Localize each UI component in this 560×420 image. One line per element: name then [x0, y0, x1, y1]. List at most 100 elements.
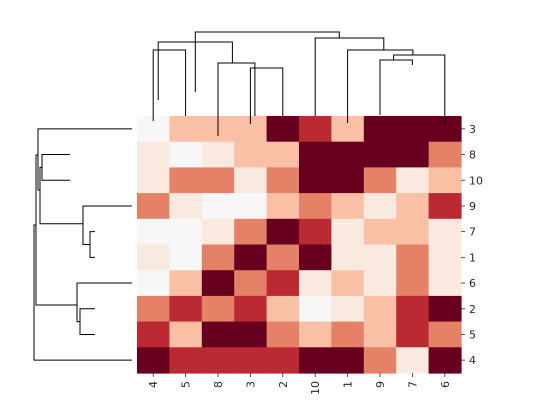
heatmap-cell — [234, 270, 268, 297]
heatmap-cell — [299, 347, 332, 374]
heatmap-cell — [266, 167, 300, 194]
heatmap-cell — [137, 321, 170, 348]
heatmap-cell — [137, 141, 170, 168]
heatmap-cell — [363, 270, 397, 297]
row-tick-label: 1 — [469, 251, 476, 264]
heatmap-cell — [299, 167, 332, 194]
heatmap-cell — [266, 270, 300, 297]
column-tick-label: 2 — [277, 381, 290, 388]
row-dendrogram-link — [82, 205, 132, 245]
heatmap-cell — [299, 295, 332, 323]
heatmap-cell — [169, 193, 203, 220]
heatmap-cell — [201, 270, 235, 297]
heatmap-cell — [234, 141, 268, 168]
column-dendrogram-link — [347, 49, 414, 123]
heatmap-cell — [266, 347, 300, 374]
column-dendrogram-link — [217, 62, 256, 136]
heatmap-cell — [299, 193, 332, 220]
heatmap-cell — [234, 167, 268, 194]
heatmap-cell — [428, 270, 462, 297]
heatmap-cell — [234, 193, 268, 220]
heatmap-cell — [396, 141, 430, 168]
heatmap-cell — [428, 193, 462, 220]
column-tick-label: 7 — [406, 381, 419, 388]
heatmap-cell — [169, 347, 203, 374]
heatmap-cell — [137, 218, 170, 246]
heatmap-cell — [201, 295, 235, 323]
heatmap-cell — [201, 193, 235, 220]
heatmap-cell — [169, 244, 203, 271]
heatmap-cell — [331, 141, 365, 168]
heatmap-cell — [363, 218, 397, 246]
heatmap-cell — [396, 321, 430, 348]
heatmap-cell — [201, 244, 235, 271]
heatmap-cell — [234, 295, 268, 323]
heatmap-cell — [234, 321, 268, 348]
row-tick-label: 10 — [469, 174, 483, 187]
heatmap-cell — [363, 167, 397, 194]
heatmap-cell — [201, 347, 235, 374]
heatmap-cell — [428, 321, 462, 348]
heatmap-cell — [428, 141, 462, 168]
row-tick-label: 5 — [469, 328, 476, 341]
heatmap-cell — [299, 141, 332, 168]
heatmap-cell — [169, 141, 203, 168]
heatmap-cell — [428, 244, 462, 271]
column-tick-label: 4 — [147, 381, 160, 388]
row-tick-label: 6 — [469, 277, 476, 290]
column-tick-label: 9 — [374, 381, 387, 388]
heatmap-cell — [428, 218, 462, 246]
heatmap-cell — [169, 218, 203, 246]
heatmap-cell — [201, 167, 235, 194]
heatmap-cell — [396, 116, 430, 143]
row-dendrogram-link — [41, 154, 70, 181]
heatmap-cell — [331, 193, 365, 220]
row-dendrogram-link — [37, 128, 132, 191]
heatmap-cell — [331, 295, 365, 323]
heatmap-cell — [299, 218, 332, 246]
heatmap-cell — [299, 244, 332, 271]
heatmap-cell — [169, 116, 203, 143]
heatmap-cell — [428, 347, 462, 374]
column-dendrogram-link — [314, 37, 385, 116]
heatmap-cell — [363, 244, 397, 271]
row-dendrogram-link — [79, 308, 95, 335]
column-tick-label: 3 — [244, 381, 257, 388]
heatmap-cell — [363, 295, 397, 323]
column-tick-label: 5 — [180, 381, 193, 388]
row-tick-label: 2 — [469, 303, 476, 316]
column-dendrogram-link — [379, 59, 413, 115]
heatmap-cell — [266, 218, 300, 246]
heatmap-cell — [396, 270, 430, 297]
heatmap-cell — [266, 295, 300, 323]
column-tick-label: 1 — [342, 381, 355, 388]
heatmap-cell — [396, 295, 430, 323]
heatmap-cell — [396, 347, 430, 374]
row-tick-label: 4 — [469, 354, 476, 367]
heatmap-cell — [169, 270, 203, 297]
heatmap-cell — [331, 244, 365, 271]
column-dendrogram-link — [194, 31, 340, 92]
row-dendrogram — [33, 128, 132, 361]
row-dendrogram-link — [39, 166, 83, 225]
heatmap-cell — [396, 167, 430, 194]
heatmap-cell — [234, 218, 268, 246]
heatmap-cells — [137, 116, 462, 374]
heatmap-cell — [169, 295, 203, 323]
column-dendrogram-link — [249, 67, 284, 124]
column-dendrogram-link — [393, 54, 446, 124]
heatmap-cell — [331, 167, 365, 194]
column-tick-label: 8 — [212, 381, 225, 388]
row-tick-label: 9 — [469, 200, 476, 213]
heatmap-cell — [169, 321, 203, 348]
column-dendrogram-link — [152, 49, 187, 121]
heatmap-cell — [331, 218, 365, 246]
heatmap-cell — [201, 218, 235, 246]
row-tick-label: 8 — [469, 149, 476, 162]
heatmap-cell — [363, 347, 397, 374]
heatmap-cell — [137, 193, 170, 220]
column-tick-labels: 4 5 8 3 2 10 1 9 7 6 — [147, 373, 452, 395]
heatmap-cell — [169, 167, 203, 194]
heatmap-cell — [266, 244, 300, 271]
heatmap-cell — [137, 167, 170, 194]
